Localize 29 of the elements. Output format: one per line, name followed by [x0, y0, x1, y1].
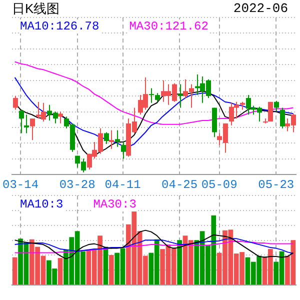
bar — [177, 240, 182, 284]
text: 2022-06 — [233, 1, 288, 16]
candlestick — [24, 114, 29, 134]
candlestick — [121, 142, 126, 160]
candlestick — [13, 96, 18, 110]
candlestick — [115, 130, 120, 148]
x-tick-label: 05-09 — [201, 178, 238, 192]
candlestick — [19, 109, 24, 134]
bar — [108, 255, 114, 284]
bar — [58, 258, 63, 284]
text: MA30:3 — [93, 198, 136, 212]
text: MA10:126.78 — [20, 20, 100, 34]
text: MA30:121.62 — [129, 20, 208, 34]
candlestick — [58, 111, 63, 124]
candlestick — [274, 100, 279, 112]
candlestick — [30, 118, 35, 141]
candlestick — [109, 130, 114, 150]
candlestick — [280, 107, 285, 129]
candlestick — [104, 132, 109, 144]
chart-title: 日K线图 — [12, 0, 60, 18]
x-tick-label: 03-14 — [2, 178, 39, 192]
candlestick — [149, 88, 154, 104]
x-tick-label: 04-11 — [104, 178, 141, 192]
bar — [12, 257, 18, 284]
text: MA10:3 — [20, 198, 64, 212]
x-tick-label: 03-28 — [59, 178, 96, 192]
x-tick-label: 05-23 — [258, 178, 294, 192]
x-tick-label: 04-25 — [162, 178, 198, 192]
candlestick — [178, 84, 183, 108]
